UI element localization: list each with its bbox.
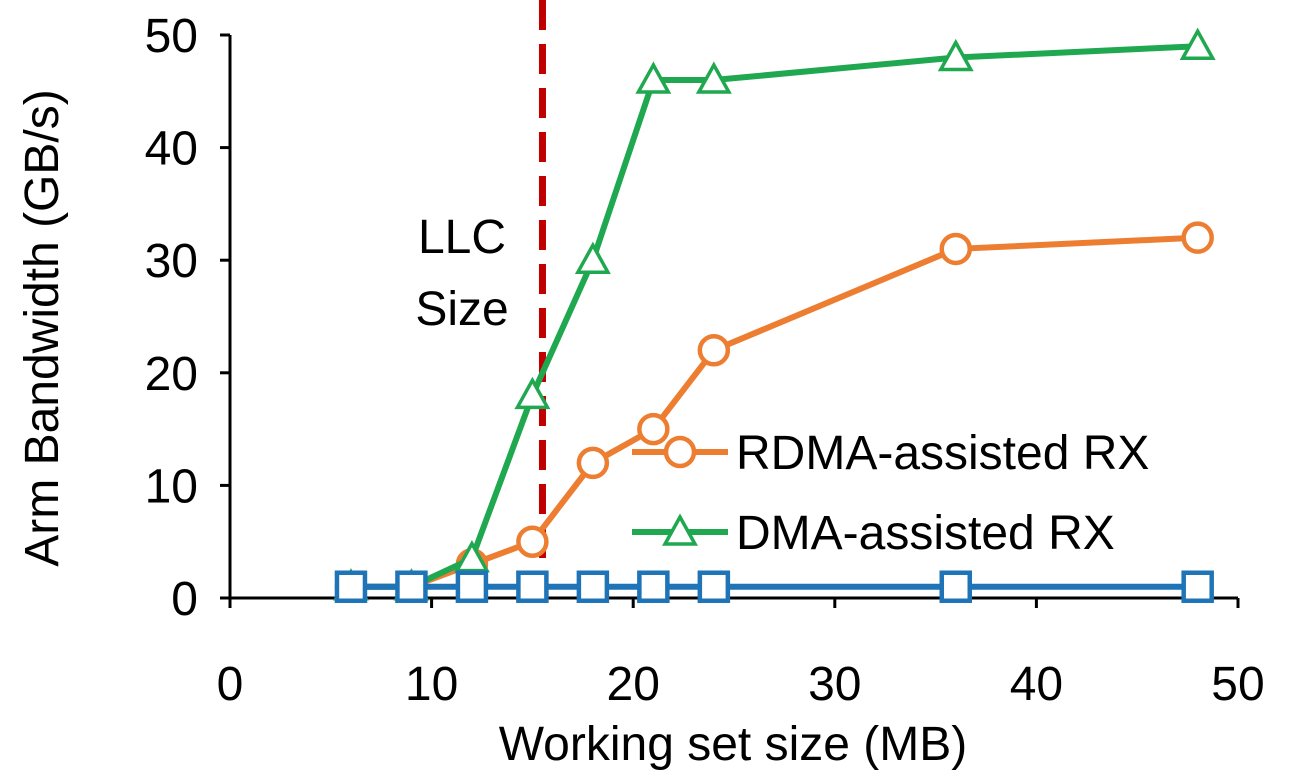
x-tick-label: 0 (217, 658, 244, 711)
data-point (695, 61, 732, 94)
data-point (1181, 570, 1214, 603)
y-tick-label: 40 (145, 123, 198, 176)
x-tick-label: 30 (808, 658, 861, 711)
legend-label: RDMA-assisted RX (736, 427, 1149, 480)
annotations: LLC Size (415, 0, 546, 598)
data-point (1181, 221, 1214, 254)
llc-size-label: LLC (418, 211, 506, 264)
y-tick-label: 50 (145, 10, 198, 63)
data-point (574, 241, 611, 274)
y-tick-label: 10 (145, 460, 198, 513)
data-point (514, 376, 551, 410)
data-point (1179, 27, 1216, 61)
legend: RDMA-assisted RX DMA-assisted RX (632, 427, 1149, 560)
x-tick-label: 10 (405, 658, 458, 711)
data-point (939, 232, 973, 266)
x-tick-label: 50 (1211, 658, 1264, 711)
y-tick-label: 0 (171, 573, 198, 626)
y-tick-label: 20 (145, 348, 198, 401)
data-point (576, 570, 610, 603)
data-point (937, 38, 974, 72)
data-point (635, 61, 672, 94)
data-point (637, 570, 670, 603)
data-point (516, 525, 549, 558)
legend-swatch-marker (662, 513, 698, 546)
series-layer (332, 27, 1216, 603)
data-point (697, 570, 731, 603)
y-axis-label: Arm Bandwidth (GB/s) (16, 89, 69, 566)
legend-swatch-marker (663, 435, 697, 469)
data-point (395, 570, 428, 603)
data-point (516, 570, 549, 603)
data-point (576, 446, 610, 480)
legend-label: DMA-assisted RX (736, 507, 1115, 560)
series-square (334, 570, 1214, 603)
y-axis-ticks: 0 10 20 30 40 50 (145, 10, 230, 626)
data-point (334, 570, 368, 603)
data-point (637, 412, 670, 446)
x-axis-label: Working set size (MB) (499, 718, 968, 771)
data-point (939, 570, 973, 603)
data-point (697, 334, 731, 367)
y-tick-label: 30 (145, 235, 198, 288)
llc-size-label: Size (415, 283, 508, 336)
x-axis-ticks: 0 10 20 30 40 50 (217, 598, 1265, 711)
x-tick-label: 20 (607, 658, 660, 711)
x-tick-label: 40 (1010, 658, 1063, 711)
data-point (455, 570, 489, 603)
